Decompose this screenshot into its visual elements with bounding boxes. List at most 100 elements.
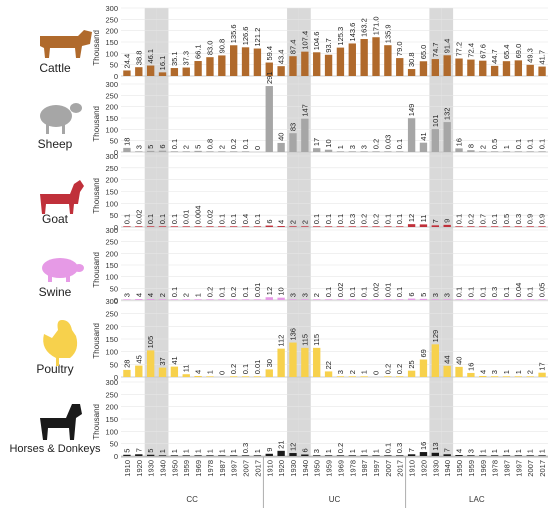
bar	[372, 299, 380, 300]
data-label: 171.0	[372, 16, 381, 35]
bar	[253, 376, 262, 377]
goat-body	[40, 180, 84, 214]
data-label: 59.4	[265, 46, 274, 61]
bar	[479, 375, 487, 377]
x-tick-label: 1910	[408, 460, 417, 477]
y-tick-label: 150	[105, 114, 118, 123]
x-tick-label: 1950	[455, 460, 464, 477]
data-label: 291	[265, 72, 274, 85]
bar	[123, 226, 131, 227]
bar	[123, 454, 131, 456]
bar	[135, 299, 143, 300]
x-tick-label: 1930	[289, 460, 298, 477]
bar	[479, 226, 487, 227]
bar	[123, 147, 131, 152]
data-label: 1	[170, 449, 179, 453]
bar	[336, 455, 345, 456]
data-label: 3	[300, 293, 309, 297]
y-tick-label: 0	[114, 452, 118, 461]
bar	[289, 342, 297, 377]
y-tick-label: 100	[105, 427, 118, 436]
data-label: 30.8	[407, 52, 416, 67]
data-label: 0	[253, 146, 262, 150]
bar	[384, 455, 392, 456]
data-label: 43.4	[277, 50, 286, 65]
bar	[324, 226, 333, 227]
data-label: 3	[431, 293, 440, 297]
bar	[455, 58, 463, 76]
series-name-label: Swine	[39, 285, 72, 299]
data-label: 0.7	[478, 214, 487, 224]
data-label: 0.1	[217, 287, 226, 297]
swine-icon	[42, 258, 84, 282]
bar	[324, 54, 333, 76]
bar	[384, 45, 392, 76]
bar	[348, 43, 356, 76]
bar	[514, 455, 523, 456]
sheep-head	[70, 103, 82, 113]
data-label: 67.6	[478, 44, 487, 59]
bar	[514, 60, 523, 76]
bar	[265, 62, 273, 76]
bar	[538, 299, 546, 300]
bar	[146, 350, 155, 377]
y-unit-label: Thousand	[92, 30, 101, 66]
data-label: 44.7	[490, 49, 499, 64]
y-tick-label: 150	[105, 335, 118, 344]
bar	[324, 299, 333, 300]
data-label: 17	[312, 138, 321, 146]
data-label: 4	[478, 370, 487, 374]
bar	[348, 226, 356, 227]
y-tick-label: 100	[105, 49, 118, 58]
y-tick-label: 150	[105, 38, 118, 47]
data-label: 46.1	[146, 49, 155, 64]
bar	[146, 226, 155, 227]
x-tick-label: 1969	[479, 460, 488, 477]
data-label: 12	[407, 214, 416, 222]
bar	[407, 370, 416, 377]
bar	[123, 70, 131, 76]
bar	[206, 376, 214, 377]
poultry-icon	[43, 320, 78, 366]
data-label: 3	[360, 145, 369, 149]
data-label: 2	[182, 145, 191, 149]
data-label: 69	[419, 349, 428, 357]
horse-icon	[40, 404, 82, 440]
x-tick-label: 1930	[431, 460, 440, 477]
bar	[407, 69, 416, 76]
data-label: 16	[466, 363, 475, 371]
bar	[467, 299, 475, 300]
data-label: 1	[194, 293, 203, 297]
data-label: 104.6	[312, 32, 321, 51]
bar	[514, 226, 523, 227]
bar	[253, 48, 262, 76]
y-tick-label: 300	[105, 378, 118, 387]
bar	[230, 45, 238, 76]
x-tick-label: 1940	[443, 460, 452, 477]
data-label: 2	[158, 293, 167, 297]
bar	[158, 455, 167, 456]
y-tick-label: 200	[105, 249, 118, 258]
bar	[182, 67, 190, 76]
bar	[467, 226, 475, 227]
bar	[396, 58, 404, 76]
data-label: 0.02	[372, 283, 381, 298]
y-tick-label: 100	[105, 348, 118, 357]
bar	[443, 224, 451, 227]
bar	[526, 226, 534, 227]
bar	[431, 225, 439, 227]
bar	[206, 226, 214, 227]
bar	[502, 376, 511, 377]
bar	[360, 455, 368, 456]
data-label: 0.01	[383, 283, 392, 298]
bar	[526, 455, 534, 456]
data-label: 126.6	[241, 27, 250, 46]
data-label: 0	[217, 371, 226, 375]
data-label: 0.05	[538, 283, 547, 298]
bar	[230, 151, 238, 152]
data-label: 72.4	[466, 43, 475, 58]
bar	[146, 150, 155, 152]
data-label: 10	[324, 139, 333, 147]
